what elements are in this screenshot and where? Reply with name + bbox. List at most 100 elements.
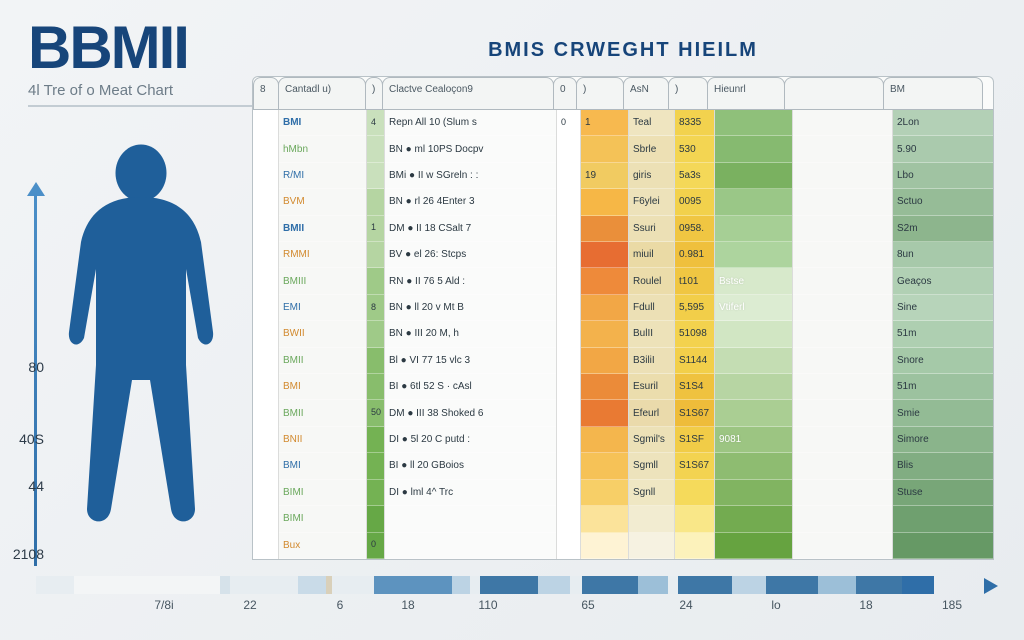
column-tab: Cantadl u) — [278, 77, 366, 109]
table-cell — [557, 268, 580, 294]
table-cell — [715, 348, 792, 374]
table-cell: Fdull — [629, 295, 674, 321]
table-cell — [367, 374, 384, 400]
table-cell — [385, 506, 556, 532]
table-cell — [367, 453, 384, 479]
table-cell — [793, 348, 892, 374]
table-cell: Lbo — [893, 163, 993, 189]
table-cell: Bl ● VI 77 15 vlc 3 — [385, 348, 556, 374]
table-cell: Bux — [279, 533, 366, 559]
table-cell: 50 — [367, 400, 384, 426]
table-cell — [793, 295, 892, 321]
table-cell — [557, 374, 580, 400]
table-cell — [367, 242, 384, 268]
table-cell: S1S4 — [675, 374, 714, 400]
table-cell — [367, 321, 384, 347]
table-cell — [715, 163, 792, 189]
table-cell — [367, 480, 384, 506]
table-cell — [581, 533, 628, 559]
column-tab: BM — [883, 77, 983, 109]
table-cell: 5.90 — [893, 136, 993, 162]
table-cell — [715, 110, 792, 136]
x-tick-label: 18 — [401, 598, 414, 612]
yellow-col: 83355305a3s00950958.0.981t1015,59551098S… — [675, 110, 715, 559]
heat-col: 119 — [581, 110, 629, 559]
table-cell — [253, 216, 278, 242]
table-cell: 8 — [367, 295, 384, 321]
x-axis-segment — [638, 576, 668, 594]
x-tick-label: 65 — [581, 598, 594, 612]
table-cell — [581, 400, 628, 426]
y-tick-label: 44 — [0, 478, 44, 494]
x-tick-label: lo — [771, 598, 780, 612]
x-axis-segment — [856, 576, 902, 594]
x-axis-segment — [480, 576, 538, 594]
table-cell: Simore — [893, 427, 993, 453]
table-cell — [793, 163, 892, 189]
table-cell: Efeurl — [629, 400, 674, 426]
x-axis-segment — [374, 576, 452, 594]
table-cell: Smie — [893, 400, 993, 426]
x-axis-segment — [818, 576, 856, 594]
table-cell: BMI — [279, 110, 366, 136]
table-cell: Vtiferl — [715, 295, 792, 321]
page-title: BBMII — [28, 18, 253, 78]
table-cell: BN ● ll 20 v Mt B — [385, 295, 556, 321]
y-axis-line — [34, 190, 37, 566]
table-cell: 0095 — [675, 189, 714, 215]
table-cell: BNII — [279, 427, 366, 453]
panel-columns: BMIhMbnR/MIBVMBMIIRMMIBMIIIEMIBWIIBMIIBM… — [253, 109, 993, 559]
table-cell: 9081 — [715, 427, 792, 453]
table-cell: 8335 — [675, 110, 714, 136]
column-tab: AsN — [623, 77, 669, 109]
table-cell — [367, 189, 384, 215]
table-cell — [793, 427, 892, 453]
table-cell — [557, 189, 580, 215]
table-cell: Teal — [629, 110, 674, 136]
table-cell: DM ● III 38 Shoked 6 — [385, 400, 556, 426]
table-cell — [793, 400, 892, 426]
x-tick-label: 185 — [942, 598, 962, 612]
x-axis-segment — [732, 576, 766, 594]
table-cell: Sbrle — [629, 136, 674, 162]
table-cell: S1S67 — [675, 400, 714, 426]
center-col: Repn All 10 (Slum sBN ● ml 10PS DocpvBMi… — [385, 110, 557, 559]
table-cell: 5a3s — [675, 163, 714, 189]
x-axis-segment — [678, 576, 732, 594]
x-tick-label: 22 — [243, 598, 256, 612]
table-cell: BMIII — [279, 268, 366, 294]
table-cell — [385, 533, 556, 559]
x-tick-label: 7/8i — [154, 598, 173, 612]
table-cell — [557, 348, 580, 374]
table-cell: Sgnll — [629, 480, 674, 506]
table-cell: 1 — [581, 110, 628, 136]
panel-tabs: 8Cantadl u))Clactve Cealoçon90)AsN)Hieun… — [253, 77, 993, 109]
x-axis: 7/8i226181106524lo18185 — [36, 566, 994, 616]
x-axis-segment — [230, 576, 298, 594]
table-cell — [367, 163, 384, 189]
x-tick-label: 24 — [679, 598, 692, 612]
table-cell — [253, 533, 278, 559]
column-tab: ) — [668, 77, 708, 109]
table-cell — [581, 136, 628, 162]
table-cell: BMII — [279, 216, 366, 242]
title-divider — [28, 105, 253, 107]
table-cell — [715, 374, 792, 400]
table-cell: 2Lon — [893, 110, 993, 136]
table-cell — [715, 506, 792, 532]
table-cell: BV ● el 26: Stcps — [385, 242, 556, 268]
table-cell — [675, 533, 714, 559]
column-tab: Hieunrl — [707, 77, 785, 109]
green-a: BstseVtiferl9081 — [715, 110, 793, 559]
table-cell: Stuse — [893, 480, 993, 506]
spacer — [793, 110, 893, 559]
table-cell: 0 — [367, 533, 384, 559]
table-cell — [715, 216, 792, 242]
table-cell — [581, 506, 628, 532]
table-cell: Repn All 10 (Slum s — [385, 110, 556, 136]
table-cell — [581, 242, 628, 268]
table-cell — [253, 348, 278, 374]
table-cell — [557, 400, 580, 426]
table-cell — [581, 348, 628, 374]
table-cell: Blis — [893, 453, 993, 479]
